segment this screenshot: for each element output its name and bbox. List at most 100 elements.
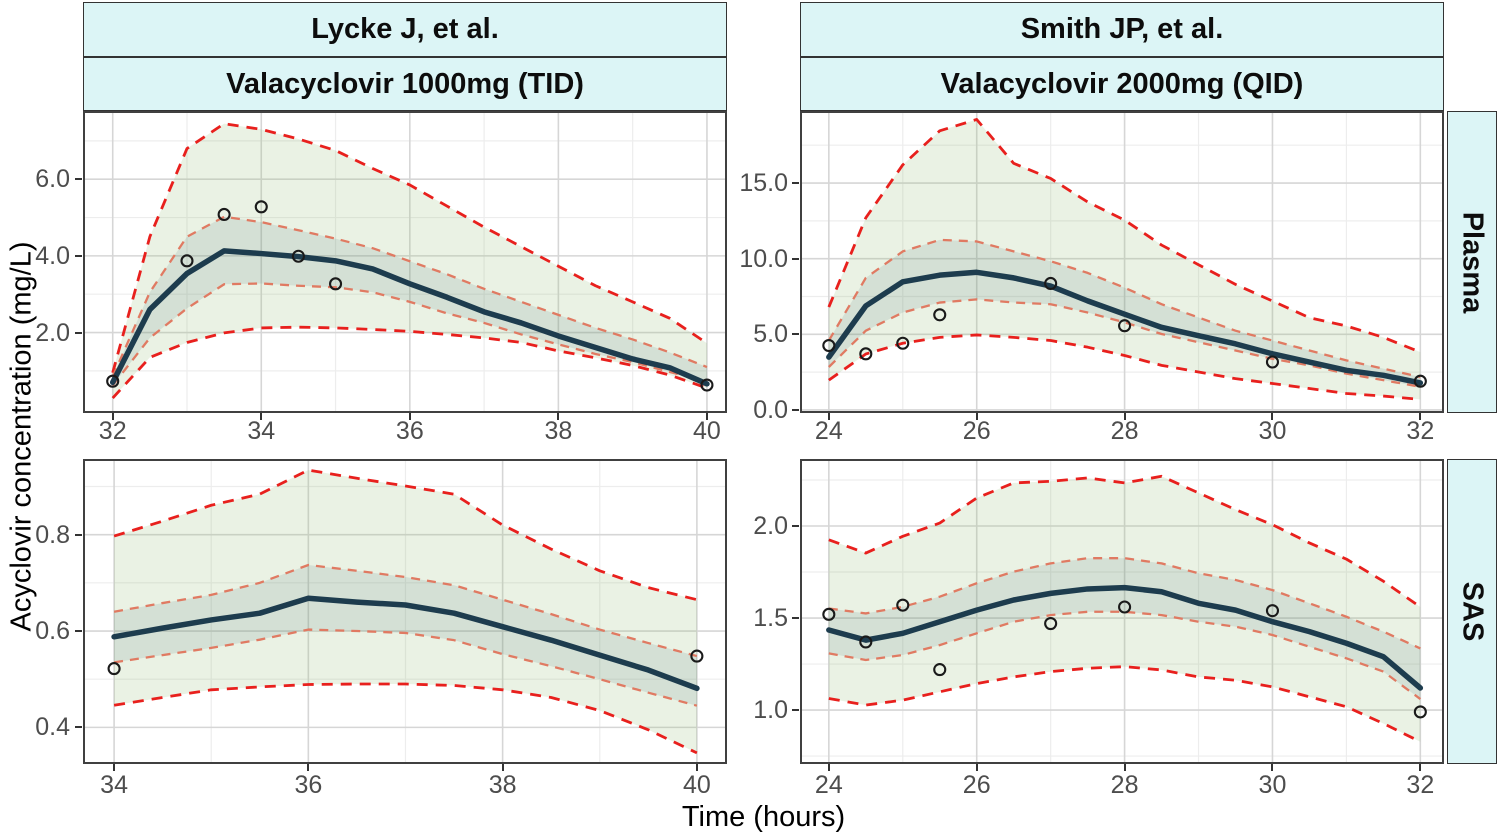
- x-tick-label: 36: [294, 771, 323, 799]
- facet-strip-label: Smith JP, et al.: [1020, 13, 1224, 45]
- y-tick-mark: [792, 617, 799, 620]
- x-tick-mark: [307, 764, 310, 771]
- y-tick-mark: [75, 331, 82, 334]
- facet-strip-label: Valacyclovir 2000mg (QID): [940, 67, 1304, 100]
- y-tick-label: 0.4: [35, 713, 70, 742]
- y-tick-label: 0.0: [753, 395, 788, 424]
- y-tick-label: 2.0: [35, 318, 70, 347]
- observation-point: [106, 374, 120, 388]
- inner-upper-dashed-line: [827, 238, 1421, 379]
- x-tick-mark: [111, 413, 114, 420]
- x-tick-mark: [1419, 764, 1422, 771]
- observation-point: [107, 662, 121, 676]
- inner-lower-dashed-line: [113, 628, 698, 707]
- x-tick-mark: [827, 413, 830, 420]
- y-tick-label: 10.0: [739, 244, 788, 273]
- observation-point: [859, 635, 873, 649]
- x-tick-label: 38: [488, 771, 517, 799]
- x-tick-label: 34: [100, 771, 128, 799]
- facet-strip-label: Lycke J, et al.: [311, 13, 499, 45]
- facet-strip-study-left: Lycke J, et al.: [83, 2, 727, 57]
- inner-lower-dashed-line: [111, 282, 708, 387]
- x-tick-label: 38: [544, 417, 573, 445]
- observation-point: [254, 200, 268, 214]
- observation-point: [1044, 276, 1058, 291]
- panel-border: [83, 459, 727, 764]
- observation-point: [700, 378, 714, 392]
- inner-lower-dashed-line: [828, 610, 1422, 700]
- x-tick-label: 32: [98, 417, 127, 445]
- x-tick-label: 26: [962, 771, 991, 799]
- x-tick-label: 24: [814, 417, 843, 445]
- y-tick-mark: [792, 525, 799, 527]
- panel-border: [83, 111, 727, 413]
- median-prediction-line: [826, 269, 1424, 386]
- x-tick-mark: [975, 413, 978, 420]
- facet-strip-row-plasma: Plasma: [1447, 111, 1497, 413]
- observation-point: [1413, 705, 1427, 719]
- observation-point: [1044, 617, 1058, 631]
- observation-point: [328, 277, 343, 291]
- x-tick-mark: [705, 413, 708, 420]
- y-tick-label: 15.0: [739, 169, 788, 198]
- y-tick-label: 1.0: [753, 696, 788, 725]
- inner-upper-dashed-line: [111, 215, 708, 378]
- x-tick-mark: [501, 764, 504, 771]
- y-axis-title: Acyclovir concentration (mg/L): [5, 241, 38, 632]
- x-tick-mark: [408, 413, 411, 420]
- observation-point: [1118, 600, 1132, 614]
- y-tick-label: 2.0: [753, 512, 788, 540]
- x-tick-label: 36: [395, 417, 424, 445]
- panel-border: [800, 459, 1444, 764]
- y-tick-label: 0.8: [35, 520, 70, 549]
- facet-strip-study-right: Smith JP, et al.: [800, 2, 1444, 57]
- x-axis-title: Time (hours): [681, 801, 846, 833]
- y-tick-mark: [75, 254, 82, 257]
- panel-plasma-left: [83, 111, 727, 413]
- inner-upper-dashed-line: [828, 557, 1421, 650]
- facet-strip-row-sas: SAS: [1447, 459, 1497, 764]
- inner-lower-dashed-line: [828, 298, 1421, 388]
- y-tick-mark: [75, 533, 82, 536]
- x-tick-label: 34: [247, 417, 276, 445]
- y-tick-label: 0.6: [35, 617, 70, 645]
- x-tick-mark: [1271, 413, 1274, 420]
- x-tick-label: 26: [962, 417, 991, 445]
- median-prediction-line: [111, 595, 700, 692]
- y-tick-mark: [75, 630, 82, 632]
- y-tick-mark: [792, 257, 799, 260]
- y-tick-mark: [792, 408, 799, 411]
- y-tick-mark: [75, 726, 82, 729]
- observation-point: [1118, 319, 1132, 333]
- inner-prediction-band: [114, 565, 697, 706]
- x-tick-mark: [557, 413, 560, 420]
- median-prediction-line: [826, 584, 1424, 691]
- x-tick-label: 24: [814, 771, 843, 799]
- facet-strip-label: Plasma: [1456, 211, 1489, 313]
- observation-point: [933, 663, 947, 677]
- inner-prediction-band: [828, 558, 1421, 700]
- observation-point: [896, 336, 910, 350]
- observation-point: [822, 607, 836, 621]
- observation-point: [291, 249, 305, 263]
- x-tick-mark: [827, 764, 830, 771]
- outer-lower-dashed-line: [828, 665, 1421, 743]
- observation-point: [1265, 604, 1280, 618]
- outer-upper-dashed-line: [827, 118, 1421, 354]
- y-tick-mark: [792, 709, 799, 712]
- x-tick-label: 28: [1110, 417, 1139, 445]
- median-prediction-line: [109, 248, 710, 387]
- y-tick-label: 5.0: [753, 320, 788, 349]
- y-tick-mark: [792, 333, 799, 336]
- observation-point: [1413, 374, 1427, 388]
- x-tick-label: 40: [682, 771, 711, 799]
- y-tick-label: 4.0: [35, 241, 70, 270]
- x-tick-mark: [260, 413, 263, 420]
- observation-point: [1265, 355, 1280, 369]
- x-tick-label: 30: [1258, 771, 1287, 799]
- observation-point: [822, 338, 836, 353]
- x-tick-mark: [1271, 764, 1274, 771]
- facet-strip-label: Valacyclovir 1000mg (TID): [226, 67, 584, 100]
- x-tick-mark: [1123, 764, 1126, 771]
